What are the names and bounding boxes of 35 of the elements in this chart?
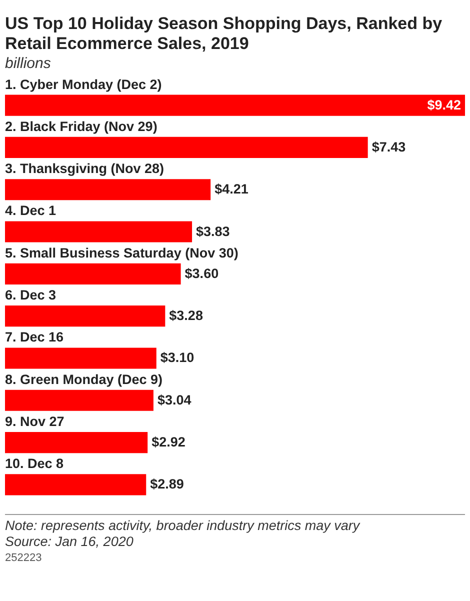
text: 252223 xyxy=(5,552,43,565)
bar xyxy=(5,306,166,327)
chart-title: US Top 10 Holiday Season Shopping Days, Ranked by Retail Ecommerce Sales, 2019 xyxy=(5,14,443,53)
data-label: $3.04 xyxy=(157,392,192,408)
y-tick-label: 9. Nov 27 xyxy=(5,414,64,430)
y-tick-label: 3. Thanksgiving (Nov 28) xyxy=(5,161,164,176)
data-label: $3.60 xyxy=(184,266,219,281)
y-tick-label: 7. Dec 16 xyxy=(5,330,64,345)
data-label: $3.10 xyxy=(160,350,194,366)
bar xyxy=(5,390,154,411)
bar xyxy=(5,179,211,200)
data-label: $4.21 xyxy=(214,182,249,197)
bar xyxy=(5,94,465,116)
bar xyxy=(5,136,368,158)
y-tick-label: 8. Green Monday (Dec 9) xyxy=(5,372,163,387)
y-tick-label: 10. Dec 8 xyxy=(5,456,64,472)
y-tick-label: 4. Dec 1 xyxy=(5,203,57,218)
data-label: $3.28 xyxy=(169,308,204,324)
bar xyxy=(5,432,148,454)
source-note: Source: Jan 16, 2020 xyxy=(5,534,134,550)
bar xyxy=(5,221,192,242)
data-label: $3.83 xyxy=(196,224,230,239)
data-label: $9.42 xyxy=(427,97,461,112)
y-tick-label: 2. Black Friday (Nov 29) xyxy=(5,118,158,134)
chart-subtitle: billions xyxy=(5,54,52,72)
bar xyxy=(5,263,181,284)
data-label: $2.92 xyxy=(152,434,186,450)
y-tick-label: 5. Small Business Saturday (Nov 30) xyxy=(5,245,238,260)
bar xyxy=(5,474,146,496)
y-tick-label: 1. Cyber Monday (Dec 2) xyxy=(5,76,162,92)
data-label: $2.89 xyxy=(150,476,184,492)
y-tick-label: 6. Dec 3 xyxy=(5,288,57,303)
bar xyxy=(5,348,156,369)
data-label: $7.43 xyxy=(372,139,406,154)
text: Note: represents activity, broader industry metrics may vary xyxy=(5,518,362,534)
